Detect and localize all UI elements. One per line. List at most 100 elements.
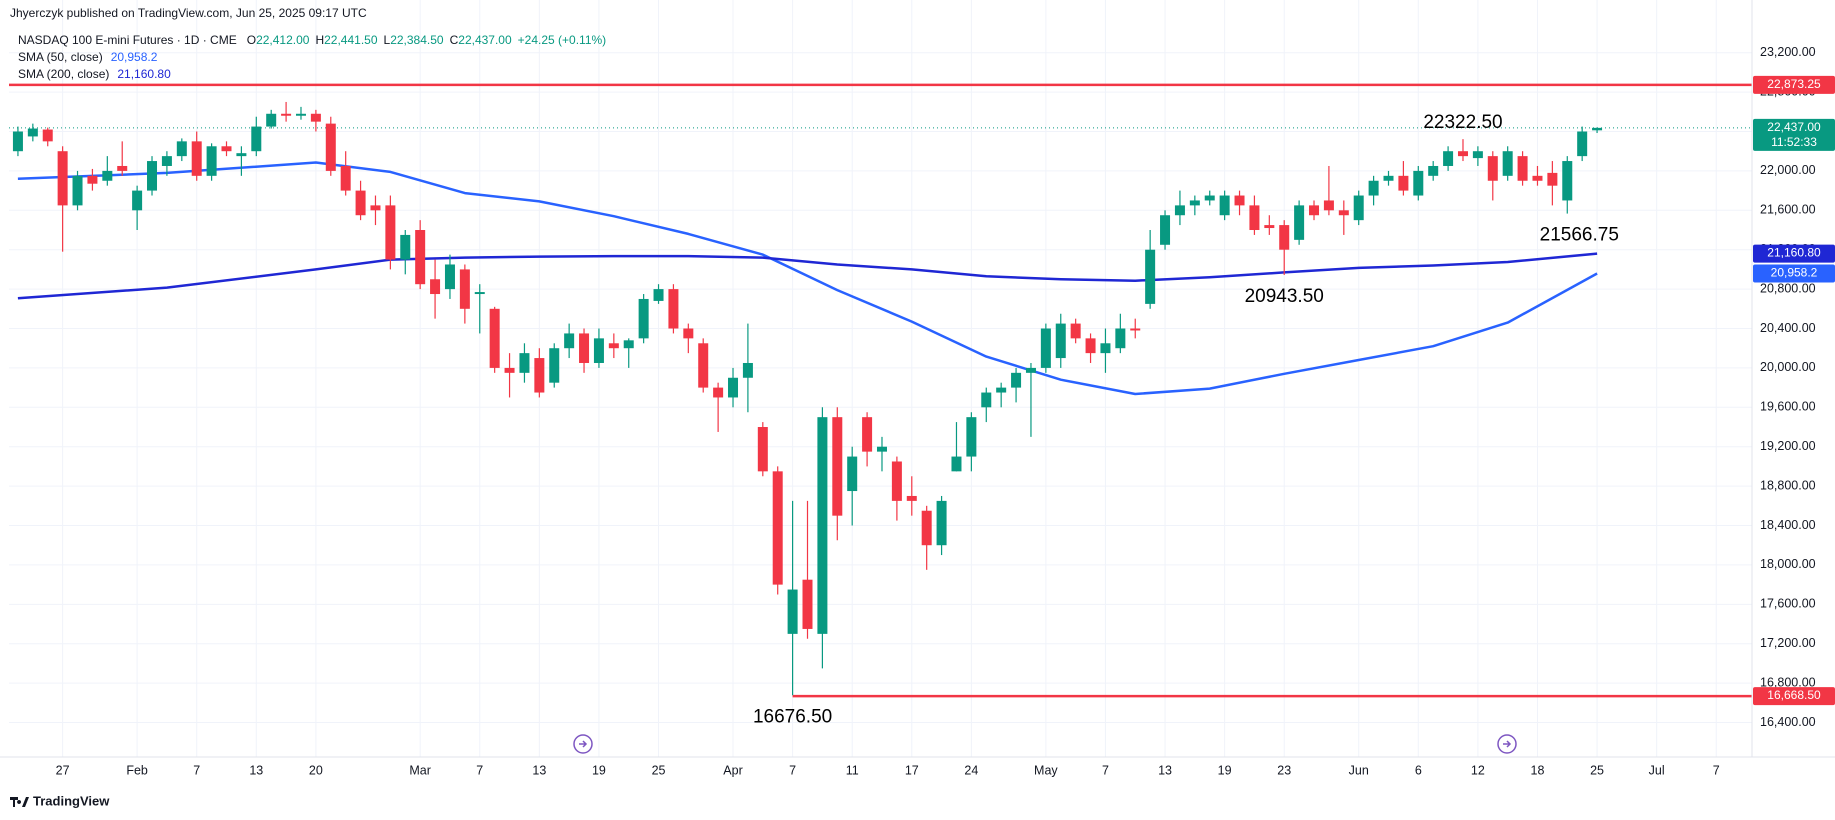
candle-body bbox=[936, 500, 947, 546]
candle-body bbox=[1249, 205, 1260, 231]
candle-body bbox=[1562, 161, 1573, 201]
candle-body bbox=[102, 170, 113, 181]
candle-body bbox=[1011, 372, 1022, 388]
candle-body bbox=[593, 338, 604, 363]
candle-body bbox=[579, 333, 590, 363]
candle-body bbox=[742, 362, 753, 378]
candle-body bbox=[459, 269, 470, 309]
symbol: NASDAQ 100 E-mini Futures · 1D · CME bbox=[18, 33, 237, 47]
price-annotation: 20943.50 bbox=[1245, 286, 1324, 307]
candle-body bbox=[1428, 165, 1439, 176]
candle-body bbox=[728, 377, 739, 398]
candle-body bbox=[713, 387, 724, 398]
last-price-tag bbox=[1753, 118, 1835, 151]
x-tick-label: 12 bbox=[1471, 763, 1485, 777]
x-tick-label: 24 bbox=[964, 763, 978, 777]
candle-body bbox=[817, 417, 828, 634]
candle-body bbox=[1145, 249, 1156, 304]
candle-body bbox=[1100, 343, 1111, 354]
x-tick-label: 19 bbox=[1218, 763, 1232, 777]
candle-body bbox=[757, 427, 768, 472]
x-tick-label: 13 bbox=[1158, 763, 1172, 777]
candle-body bbox=[251, 126, 262, 152]
candle-body bbox=[1383, 175, 1394, 181]
candle-body bbox=[921, 510, 932, 546]
ohlc-key: O bbox=[247, 33, 256, 47]
x-tick-label: 7 bbox=[1713, 763, 1720, 777]
legend-line: NASDAQ 100 E-mini Futures · 1D · CME O 22,… bbox=[18, 33, 606, 47]
candle-body bbox=[355, 190, 366, 216]
candle-body bbox=[638, 298, 649, 339]
last-price-tag-label: 22,437.00 bbox=[1767, 120, 1821, 134]
x-tick-label: Feb bbox=[126, 763, 148, 777]
x-tick-label: Apr bbox=[723, 763, 742, 777]
candle-body bbox=[400, 234, 411, 260]
x-tick-label: 18 bbox=[1531, 763, 1545, 777]
candle-body bbox=[42, 129, 53, 142]
x-tick-label: 25 bbox=[1590, 763, 1604, 777]
sma-line bbox=[17, 161, 1598, 396]
candle-body bbox=[1338, 210, 1349, 216]
candle-body bbox=[310, 113, 321, 122]
candle-body bbox=[1532, 175, 1543, 181]
candle-body bbox=[1279, 225, 1290, 250]
x-tick-label: 23 bbox=[1277, 763, 1291, 777]
candle-body bbox=[191, 141, 202, 176]
candle-body bbox=[1130, 328, 1141, 331]
change: +24.25 (+0.11%) bbox=[518, 33, 607, 47]
grid bbox=[9, 0, 1752, 757]
candle-body bbox=[1115, 328, 1126, 349]
indicator-legend: SMA (50, close) 20,958.2 bbox=[18, 50, 158, 64]
candle-body bbox=[1398, 175, 1409, 191]
candle-body bbox=[1309, 205, 1320, 216]
candle-body bbox=[1517, 156, 1528, 181]
candle-body bbox=[996, 387, 1007, 393]
candle-body bbox=[266, 113, 277, 127]
candle-body bbox=[117, 165, 128, 171]
candle-body bbox=[1070, 323, 1081, 339]
candle-body bbox=[474, 292, 485, 295]
candle-body bbox=[430, 279, 441, 295]
candle-body bbox=[519, 353, 530, 373]
y-tick-label: 18,000.00 bbox=[1760, 557, 1816, 571]
x-tick-label: May bbox=[1034, 763, 1058, 777]
candle-body bbox=[161, 156, 172, 166]
candle-body bbox=[966, 417, 977, 457]
candle-body bbox=[608, 343, 619, 349]
x-tick-label: 13 bbox=[249, 763, 263, 777]
candle-body bbox=[1592, 127, 1603, 131]
y-tick-label: 21,600.00 bbox=[1760, 203, 1816, 217]
x-tick-label: Jun bbox=[1349, 763, 1369, 777]
candle-body bbox=[12, 131, 23, 152]
ohlc-key: H bbox=[315, 33, 324, 47]
y-tick-label: 19,200.00 bbox=[1760, 439, 1816, 453]
x-tick-label: 7 bbox=[789, 763, 796, 777]
indicator-legend: SMA (200, close) 21,160.80 bbox=[18, 67, 171, 81]
candle-body bbox=[1577, 131, 1588, 157]
ohlc-value: 22,384.50 bbox=[390, 33, 444, 47]
y-tick-label: 23,200.00 bbox=[1760, 45, 1816, 59]
indicator-name: SMA (200, close) bbox=[18, 67, 109, 81]
ohlc-value: 22,437.00 bbox=[458, 33, 512, 47]
candle-body bbox=[27, 128, 38, 137]
y-tick-label: 18,800.00 bbox=[1760, 478, 1816, 492]
x-tick-label: 7 bbox=[193, 763, 200, 777]
x-tick-label: 7 bbox=[1102, 763, 1109, 777]
event-icon[interactable] bbox=[1497, 734, 1517, 754]
candle-body bbox=[206, 146, 217, 176]
event-icon[interactable] bbox=[573, 734, 593, 754]
candle-body bbox=[1294, 205, 1305, 240]
candle-body bbox=[698, 343, 709, 388]
candle-body bbox=[683, 328, 694, 339]
price-annotation: 21566.75 bbox=[1540, 225, 1619, 246]
level-tag bbox=[1753, 687, 1835, 706]
plot-area bbox=[9, 83, 1752, 698]
y-tick-label: 16,400.00 bbox=[1760, 715, 1816, 729]
sma-tag-label: 21,160.80 bbox=[1767, 246, 1821, 260]
candle-body bbox=[176, 141, 187, 157]
y-tick-label: 17,200.00 bbox=[1760, 636, 1816, 650]
candle-body bbox=[1472, 151, 1483, 159]
candle-body bbox=[549, 348, 560, 383]
candle-body bbox=[57, 151, 68, 206]
y-tick-label: 20,400.00 bbox=[1760, 321, 1816, 335]
